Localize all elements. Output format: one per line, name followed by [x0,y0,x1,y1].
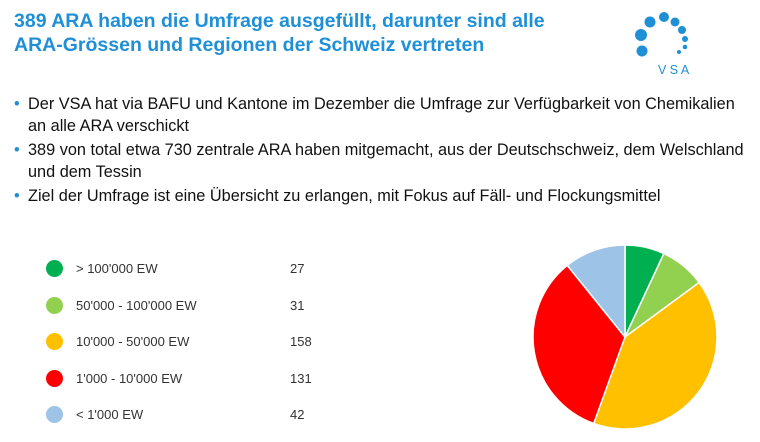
legend-row: 10'000 - 50'000 EW 158 [40,329,340,353]
logo-text: V S A [658,63,690,77]
legend-value: 31 [290,297,305,313]
logo-dot [636,45,648,57]
pie-slice [532,264,626,425]
bullet-text: Der VSA hat via BAFU und Kantone im Deze… [28,95,735,135]
pie-slice [592,281,718,430]
bullet-item: • 389 von total etwa 730 zentrale ARA ha… [14,139,754,183]
bullet-marker: • [14,141,20,159]
legend-swatch [46,296,63,314]
bullet-marker: • [14,187,20,205]
slide-title: 389 ARA haben die Umfrage ausgefüllt, da… [14,9,614,57]
pie-slice [566,244,626,340]
legend-row: 50'000 - 100'000 EW 31 [40,293,340,317]
bullet-item: • Der VSA hat via BAFU und Kantone im De… [14,93,754,137]
slide-title-line-1: 389 ARA haben die Umfrage ausgefüllt, da… [14,10,545,32]
legend-row: 1'000 - 10'000 EW 131 [40,366,340,390]
legend-swatch [46,369,63,387]
logo-dot [682,36,688,42]
logo-dot [682,44,688,50]
logo-dot [670,17,680,27]
legend-label: 50'000 - 100'000 EW [76,297,197,313]
logo-dot [635,29,647,41]
legend-label: 10'000 - 50'000 EW [76,334,190,349]
bullet-item: • Ziel der Umfrage ist eine Übersicht zu… [14,185,754,207]
logo-dot [678,26,686,34]
bullet-marker: • [14,95,20,113]
logo-dot [677,50,681,54]
pie-chart [532,244,718,430]
legend-swatch [46,260,63,277]
legend-swatch [46,333,63,350]
legend-label: 1'000 - 10'000 EW [76,370,183,386]
legend-value: 27 [290,261,305,276]
slide-title-line-2: ARA-Grössen und Regionen der Schweiz ver… [14,34,485,56]
legend-value: 131 [290,370,312,386]
legend-row: < 1'000 EW 42 [40,402,340,426]
legend-row: > 100'000 EW 27 [40,256,340,280]
legend-label: > 100'000 EW [76,261,158,276]
logo-dot [659,12,669,22]
vsa-logo: V S A [635,12,690,77]
bullet-list: • Der VSA hat via BAFU und Kantone im De… [14,93,754,209]
legend-value: 42 [290,407,305,422]
legend-value: 158 [290,334,312,349]
bullet-text: Ziel der Umfrage ist eine Übersicht zu e… [28,187,661,205]
legend-label: < 1'000 EW [76,407,144,422]
bullet-text: 389 von total etwa 730 zentrale ARA habe… [28,141,744,181]
logo-dot [644,16,656,28]
legend-swatch [46,406,63,423]
